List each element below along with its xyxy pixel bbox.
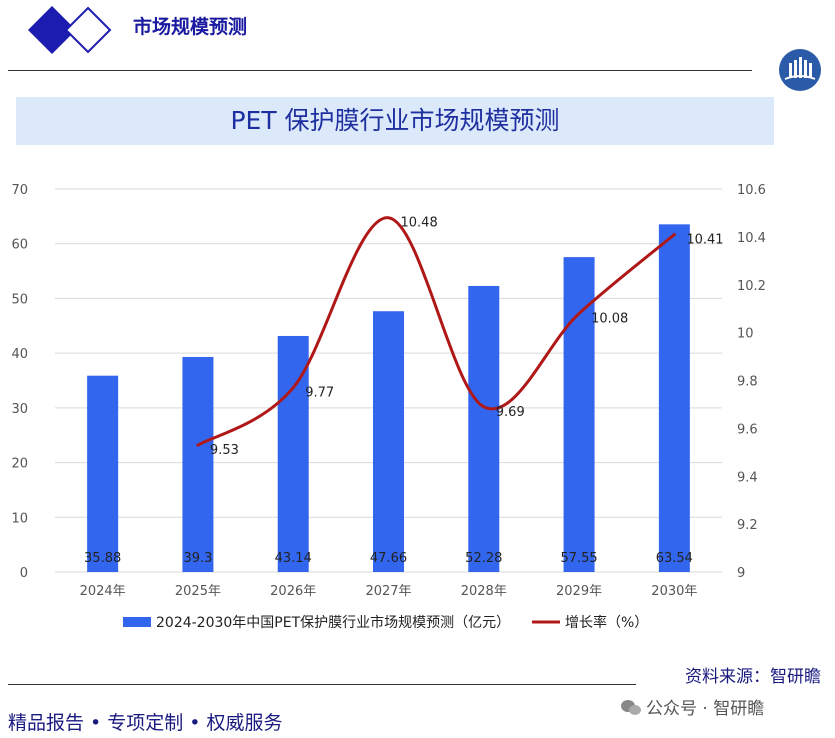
wechat-account: 公众号 · 智研瞻 xyxy=(646,699,765,719)
data-source: 资料来源：智研瞻 xyxy=(685,667,821,687)
legend-bar-swatch xyxy=(123,617,151,627)
left-tick-label: 50 xyxy=(11,292,28,307)
right-tick-label: 9.4 xyxy=(737,470,758,485)
right-tick-label: 9.2 xyxy=(737,518,758,533)
bar xyxy=(277,335,309,572)
x-tick-label: 2027年 xyxy=(365,584,411,599)
right-tick-label: 9.8 xyxy=(737,375,758,390)
x-tick-label: 2024年 xyxy=(80,584,126,599)
bar xyxy=(468,285,500,572)
legend-line-label: 增长率（%） xyxy=(565,614,648,631)
bar-value-label: 43.14 xyxy=(275,551,312,566)
right-tick-label: 10.2 xyxy=(737,279,766,294)
right-tick-label: 10 xyxy=(737,327,754,342)
chart-title: PET 保护膜行业市场规模预测 xyxy=(230,106,560,135)
growth-rate-labels: 9.53 9.77 10.48 9.69 10.08 10.41 xyxy=(210,216,724,458)
wechat-icon xyxy=(621,700,641,715)
bar-value-label: 63.54 xyxy=(656,551,693,566)
growth-rate-label: 9.69 xyxy=(496,405,525,420)
right-tick-label: 9 xyxy=(737,566,745,581)
wechat-watermark: 公众号 · 智研瞻 xyxy=(620,694,764,719)
bar xyxy=(182,356,214,572)
x-tick-label: 2026年 xyxy=(270,584,316,599)
growth-rate-label: 9.53 xyxy=(210,443,239,458)
legend-bar-label: 2024-2030年中国PET保护膜行业市场规模预测（亿元） xyxy=(156,614,510,631)
bar xyxy=(563,257,595,572)
bar xyxy=(373,311,404,572)
footer-divider xyxy=(8,684,636,685)
left-tick-label: 20 xyxy=(11,457,28,472)
x-tick-label: 2029年 xyxy=(556,584,602,599)
chart-legend: 2024-2030年中国PET保护膜行业市场规模预测（亿元） 增长率（%） xyxy=(123,614,648,631)
growth-rate-line xyxy=(196,216,676,447)
right-axis-ticks: 9 9.2 9.4 9.6 9.8 10 10.2 10.4 10.6 xyxy=(737,183,766,581)
bar-value-labels: 35.88 39.3 43.14 47.66 52.28 57.55 63.54 xyxy=(84,551,693,566)
bar-value-label: 57.55 xyxy=(560,551,597,566)
right-tick-label: 10.4 xyxy=(737,231,766,246)
building-logo-icon xyxy=(779,49,821,91)
growth-rate-label: 9.77 xyxy=(305,386,334,401)
x-axis-labels: 2024年 2025年 2026年 2027年 2028年 2029年 2030年 xyxy=(80,584,698,599)
bar-value-label: 52.28 xyxy=(465,551,502,566)
left-tick-label: 70 xyxy=(11,183,28,198)
bar xyxy=(658,224,690,572)
right-tick-label: 9.6 xyxy=(737,422,758,437)
footer-slogan: 精品报告 • 专项定制 • 权威服务 xyxy=(8,712,283,734)
x-tick-label: 2030年 xyxy=(651,584,697,599)
company-logo xyxy=(28,6,112,54)
left-tick-label: 30 xyxy=(11,402,28,417)
growth-rate-label: 10.48 xyxy=(401,216,438,231)
bar-value-label: 35.88 xyxy=(84,551,121,566)
bar-value-label: 47.66 xyxy=(370,551,407,566)
left-axis-ticks: 0 10 20 30 40 50 60 70 xyxy=(11,183,28,581)
left-tick-label: 10 xyxy=(11,511,28,526)
x-tick-label: 2028年 xyxy=(461,584,507,599)
slogan-authority: 权威服务 xyxy=(206,712,283,734)
bar-series xyxy=(87,224,690,572)
left-tick-label: 60 xyxy=(11,238,28,253)
right-tick-label: 10.6 xyxy=(737,183,766,198)
slogan-custom: 专项定制 xyxy=(107,712,184,734)
page-title: 市场规模预测 xyxy=(133,16,248,38)
chart-title-banner xyxy=(16,97,774,145)
left-tick-label: 40 xyxy=(11,347,28,362)
growth-rate-label: 10.41 xyxy=(686,232,723,247)
left-tick-label: 0 xyxy=(20,566,28,581)
x-tick-label: 2025年 xyxy=(175,584,221,599)
slogan-reports: 精品报告 xyxy=(8,712,85,734)
header-divider xyxy=(8,70,752,71)
bar-value-label: 39.3 xyxy=(183,551,212,566)
growth-rate-label: 10.08 xyxy=(591,311,628,326)
bar xyxy=(87,375,119,572)
